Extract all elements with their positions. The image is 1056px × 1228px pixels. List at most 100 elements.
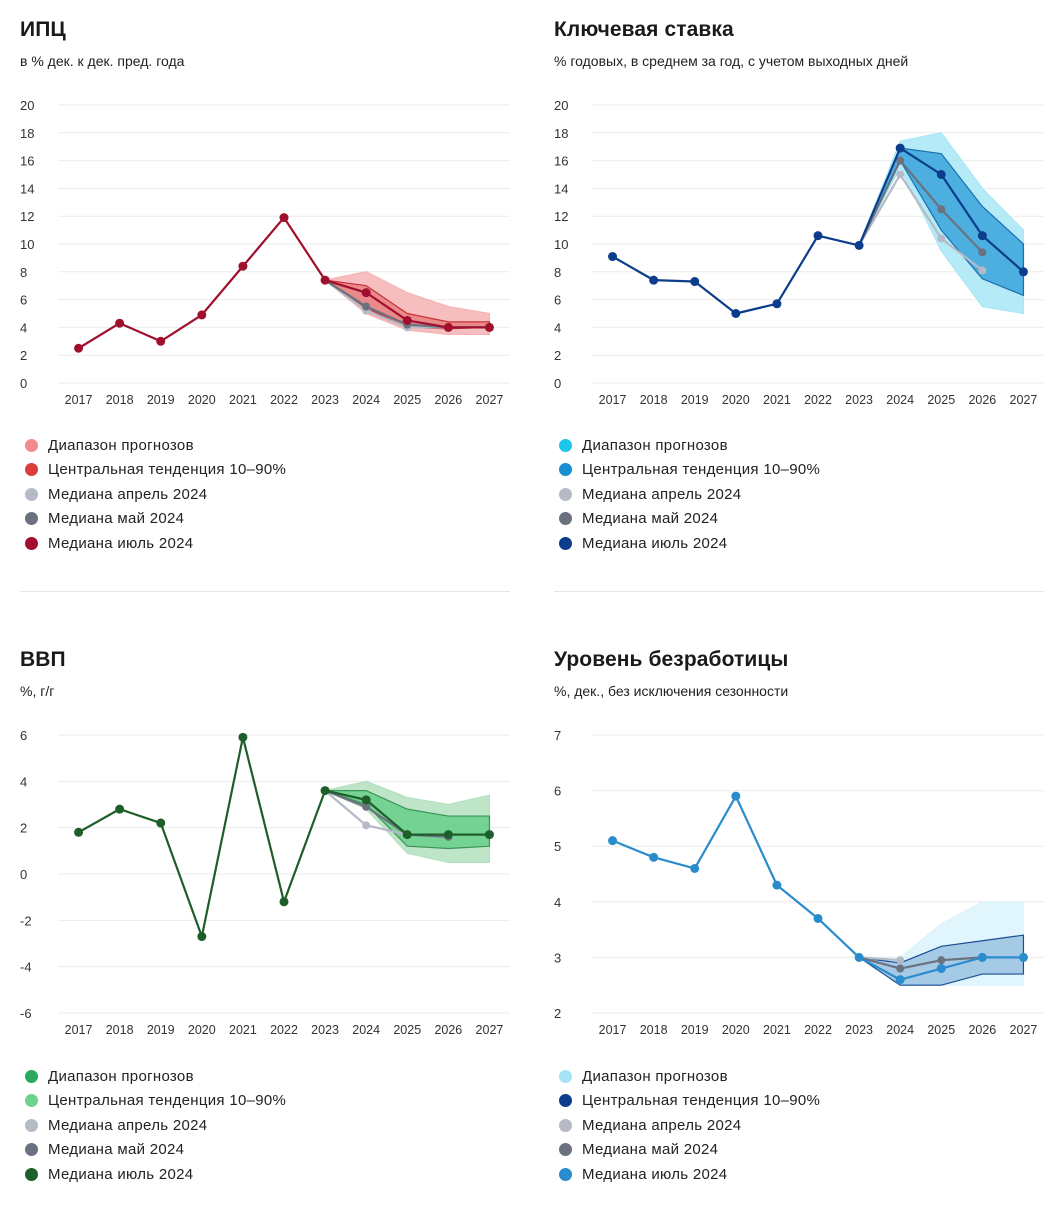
unemployment-chart: 2 3 4 5 6 7 2017 2018 2019 2020 2021 2022 2023 2024 20…: [554, 728, 1044, 1037]
legend-item-band[interactable]: Центральная тенденция 10–90%: [25, 1089, 286, 1114]
y-tick-label: 12: [554, 209, 568, 224]
history-point: [74, 827, 84, 837]
chart-panel-cpi: ИПЦ в % дек. к дек. пред. года 0 2 4 6 8 10 12…: [20, 18, 520, 598]
median-july-point: [484, 830, 494, 840]
x-tick-label: 2027: [476, 1023, 504, 1037]
legend-item-april[interactable]: Медиана апрель 2024: [559, 482, 820, 507]
history-point: [238, 732, 248, 742]
chart-title: ИПЦ: [20, 18, 66, 41]
legend-label: Медиана апрель 2024: [48, 1116, 208, 1134]
median-july-point: [895, 143, 905, 153]
median-july-point: [402, 830, 412, 840]
legend-item-band[interactable]: Центральная тенденция 10–90%: [559, 458, 820, 483]
x-tick-label: 2018: [640, 1023, 668, 1037]
legend-item-band[interactable]: Центральная тенденция 10–90%: [559, 1089, 820, 1114]
x-tick-label: 2020: [722, 1023, 750, 1037]
x-tick-label: 2026: [434, 1023, 462, 1037]
y-tick-label: 8: [554, 265, 561, 280]
legend-item-april[interactable]: Медиана апрель 2024: [25, 1113, 286, 1138]
median-july-point: [977, 231, 987, 241]
legend-swatch-band: [559, 463, 572, 477]
median-may-point: [896, 964, 905, 973]
y-tick-label: 5: [554, 839, 561, 854]
median-may-point: [978, 248, 987, 257]
x-tick-label: 2021: [229, 393, 257, 407]
median-april-point: [978, 266, 987, 275]
median-july-point: [443, 830, 453, 840]
x-tick-label: 2027: [476, 393, 504, 407]
history-point: [320, 275, 330, 285]
history-point: [279, 213, 289, 223]
median-july-point: [361, 288, 371, 298]
median-april-point: [896, 170, 905, 179]
history-point: [854, 952, 864, 962]
x-tick-label: 2027: [1010, 393, 1038, 407]
median-april-point: [896, 956, 905, 965]
legend-label: Центральная тенденция 10–90%: [48, 461, 287, 479]
legend-item-range[interactable]: Диапазон прогнозов: [25, 433, 286, 458]
legend-swatch-july: [25, 1167, 38, 1181]
chart-legend: Диапазон прогнозов Центральная тенденция…: [559, 1064, 820, 1187]
cpi-chart: 0 2 4 6 8 10 12 14 16 18 20 2017 2018 2019 2020 2021 202…: [20, 98, 510, 407]
legend-item-april[interactable]: Медиана апрель 2024: [559, 1113, 820, 1138]
history-line: [612, 795, 860, 959]
legend-item-july[interactable]: Медиана июль 2024: [25, 1162, 286, 1187]
y-tick-label: 7: [554, 728, 561, 743]
legend-item-may[interactable]: Медиана май 2024: [25, 1138, 286, 1163]
legend-item-april[interactable]: Медиана апрель 2024: [25, 482, 286, 507]
x-tick-label: 2020: [188, 393, 216, 407]
legend-label: Центральная тенденция 10–90%: [582, 1092, 821, 1110]
chart-legend: Диапазон прогнозов Центральная тенденция…: [559, 433, 820, 556]
history-point: [74, 343, 84, 353]
history-line: [77, 216, 327, 350]
history-point: [197, 932, 207, 942]
y-tick-label: 6: [554, 784, 561, 799]
legend-item-range[interactable]: Диапазон прогнозов: [559, 1064, 820, 1089]
x-tick-label: 2023: [845, 393, 873, 407]
gdp-chart: -6 -4 -2 0 2 4 6 2017 2018 2019 2020 2021 2022 2023 20…: [20, 728, 510, 1037]
legend-label: Медиана май 2024: [48, 1141, 185, 1159]
y-tick-label: 2: [20, 348, 27, 363]
x-tick-label: 2019: [681, 393, 709, 407]
x-tick-label: 2024: [886, 393, 914, 407]
legend-item-band[interactable]: Центральная тенденция 10–90%: [25, 458, 286, 483]
x-tick-label: 2020: [188, 1023, 216, 1037]
y-tick-label: 4: [554, 320, 561, 335]
legend-swatch-april: [559, 487, 572, 501]
x-tick-label: 2024: [352, 393, 380, 407]
legend-item-may[interactable]: Медиана май 2024: [25, 507, 286, 532]
legend-item-range[interactable]: Диапазон прогнозов: [559, 433, 820, 458]
legend-swatch-july: [559, 1167, 572, 1181]
legend-swatch-april: [25, 1118, 38, 1132]
y-tick-label: 18: [554, 126, 568, 141]
x-tick-label: 2022: [270, 393, 298, 407]
legend-item-may[interactable]: Медиана май 2024: [559, 507, 820, 532]
legend-item-july[interactable]: Медиана июль 2024: [559, 1162, 820, 1187]
legend-label: Медиана июль 2024: [48, 1165, 194, 1183]
section-divider: [554, 591, 1044, 592]
history-point: [731, 309, 741, 318]
history-point: [649, 852, 659, 862]
chart-title: Уровень безработицы: [554, 648, 789, 671]
history-point: [115, 318, 125, 328]
legend-item-july[interactable]: Медиана июль 2024: [25, 531, 286, 556]
y-tick-label: 20: [20, 98, 34, 113]
legend-item-july[interactable]: Медиана июль 2024: [559, 531, 820, 556]
legend-swatch-band: [559, 1094, 572, 1108]
history-point: [854, 240, 864, 250]
legend-item-range[interactable]: Диапазон прогнозов: [25, 1064, 286, 1089]
legend-swatch-range: [559, 1069, 572, 1083]
x-tick-label: 2023: [845, 1023, 873, 1037]
history-point: [731, 791, 741, 801]
x-tick-label: 2024: [886, 1023, 914, 1037]
legend-item-may[interactable]: Медиана май 2024: [559, 1138, 820, 1163]
history-point: [279, 897, 289, 907]
legend-label: Диапазон прогнозов: [48, 1067, 194, 1085]
x-tick-label: 2022: [804, 393, 832, 407]
x-tick-label: 2024: [352, 1023, 380, 1037]
legend-swatch-may: [559, 512, 572, 526]
median-april-line: [859, 956, 901, 962]
median-july-point: [977, 952, 987, 962]
x-tick-label: 2025: [927, 1023, 955, 1037]
legend-swatch-band: [25, 1094, 38, 1108]
